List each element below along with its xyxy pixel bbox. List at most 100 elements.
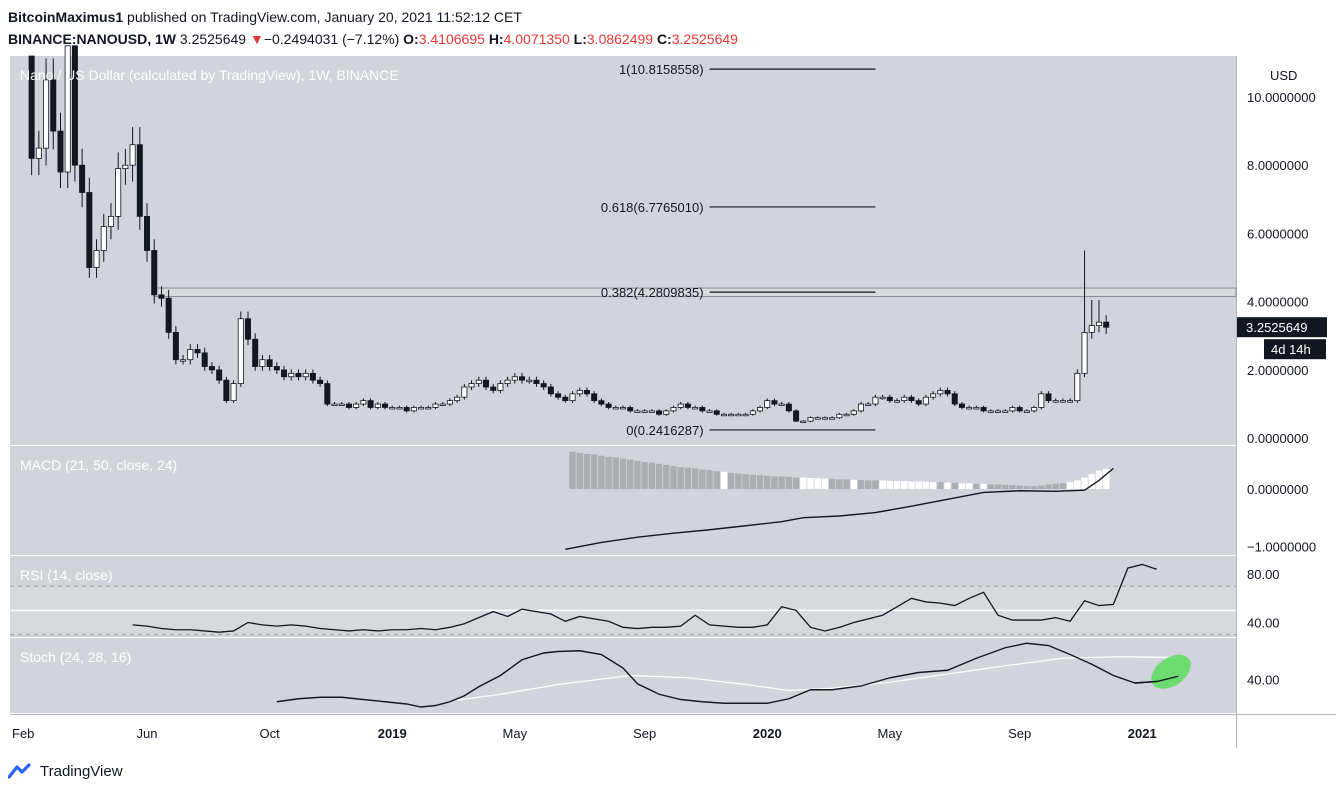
candle-up [706, 410, 713, 413]
macd-histogram-bar [648, 462, 656, 490]
pane-title: Stoch (24, 28, 16) [20, 649, 131, 665]
x-tick-label: 2019 [378, 726, 407, 741]
candle-up [814, 417, 821, 420]
macd-histogram-bar [1052, 483, 1059, 490]
y-tick-label: 80.00 [1247, 567, 1280, 582]
macd-histogram-bar [684, 467, 692, 490]
macd-histogram-bar [677, 467, 684, 490]
fib-level-label: 0.382(4.2809835) [601, 285, 704, 300]
candle-down [555, 393, 562, 398]
publish-line: BitcoinMaximus1 published on TradingView… [8, 6, 738, 28]
candle-down [382, 403, 389, 408]
y-tick-label: 0.0000000 [1247, 482, 1308, 497]
candle-down [944, 390, 951, 395]
macd-histogram-bar [958, 483, 966, 490]
candle-up [35, 147, 42, 159]
tradingview-logo-icon [8, 763, 31, 779]
macd-histogram-bar [922, 481, 930, 490]
footer-brand[interactable]: TradingView [40, 762, 123, 780]
candle-up [857, 403, 864, 412]
candle-down [562, 396, 569, 402]
pane-stoch-background [10, 638, 1236, 713]
candle-up [1059, 400, 1066, 403]
candle-down [281, 369, 288, 378]
macd-histogram-bar [706, 470, 713, 490]
candle-up [829, 417, 836, 420]
publisher-name[interactable]: BitcoinMaximus1 [8, 9, 124, 25]
candle-up [432, 403, 439, 408]
candle-up [504, 379, 511, 384]
candle-up [93, 250, 100, 268]
y-tick-label: 8.0000000 [1247, 158, 1308, 173]
y-tick-label: 40.00 [1247, 615, 1280, 630]
macd-histogram-bar [756, 475, 764, 490]
macd-histogram-bar [828, 478, 836, 490]
y-tick-label: 10.0000000 [1247, 90, 1316, 105]
candle-up [937, 390, 944, 395]
candle-down [583, 390, 590, 395]
change-down-icon: ▼ [249, 31, 264, 47]
candle-up [446, 400, 453, 405]
macd-histogram-bar [814, 478, 821, 490]
symbol-label[interactable]: BINANCE:NANOUSD, 1W [8, 31, 176, 47]
candle-down [771, 400, 778, 405]
candle-down [172, 331, 179, 361]
candle-up [511, 376, 518, 381]
footer: TradingView [8, 762, 123, 780]
low-value: 3.0862499 [586, 31, 654, 47]
macd-histogram-bar [576, 452, 583, 490]
candle-down [324, 383, 331, 405]
macd-histogram-bar [893, 480, 901, 490]
last-price-badge-label: 3.2525649 [1246, 320, 1307, 335]
candle-up [107, 215, 114, 228]
axis-stoch-background [1236, 638, 1336, 713]
candle-up [1052, 400, 1059, 403]
candle-down [345, 403, 352, 408]
macd-histogram-bar [1088, 474, 1095, 490]
macd-histogram-bar [929, 482, 937, 490]
y-tick-label: 6.0000000 [1247, 226, 1308, 241]
candle-up [872, 396, 879, 405]
macd-histogram-bar [590, 454, 598, 490]
candle-up [1067, 400, 1074, 403]
open-label: O: [403, 31, 419, 47]
candle-up [836, 413, 843, 419]
stoch-k-line-tail [1134, 675, 1179, 684]
candle-down [951, 393, 958, 405]
candle-up [973, 407, 980, 410]
x-tick-label: Sep [633, 726, 656, 741]
candle-up [641, 410, 648, 413]
macd-histogram-bar [663, 464, 670, 490]
candle-down [886, 396, 893, 402]
macd-histogram-bar [720, 471, 728, 490]
candle-up [497, 383, 504, 391]
candle-up [930, 393, 937, 398]
macd-histogram-bar [800, 477, 807, 490]
candle-down [627, 407, 634, 412]
macd-histogram-bar [857, 479, 865, 490]
candle-up [338, 403, 345, 406]
candle-up [396, 407, 403, 410]
axis-price-background [1236, 56, 1336, 445]
candle-up [728, 413, 735, 417]
candle-up [663, 410, 670, 415]
macd-histogram-bar [1074, 480, 1081, 490]
macd-histogram-bar [1081, 477, 1088, 490]
candle-down [591, 393, 598, 402]
candle-down [295, 372, 302, 378]
macd-histogram-bar [836, 479, 843, 490]
macd-histogram-bar [1016, 485, 1023, 490]
candle-up [1081, 331, 1088, 374]
candle-up [1074, 372, 1081, 402]
candle-down [699, 407, 706, 412]
macd-histogram-bar [1009, 485, 1016, 490]
candle-up [843, 413, 850, 417]
macd-histogram-bar [641, 462, 648, 490]
macd-histogram-bar [670, 466, 677, 490]
ohlc-line: BINANCE:NANOUSD, 1W 3.2525649 ▼−0.249403… [8, 28, 738, 50]
x-tick-label: May [503, 726, 528, 741]
candle-up [461, 386, 468, 398]
candle-up [454, 396, 461, 402]
macd-histogram-bar [879, 480, 886, 490]
